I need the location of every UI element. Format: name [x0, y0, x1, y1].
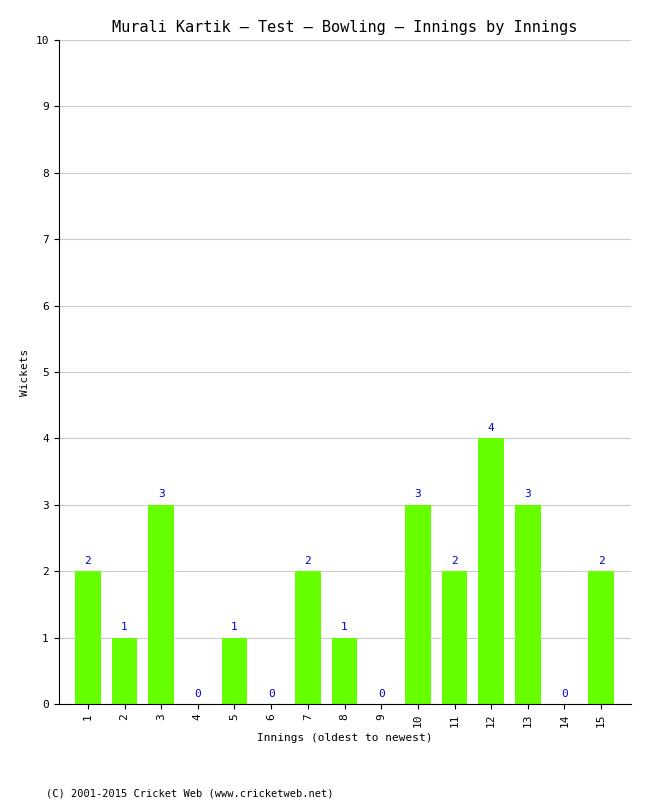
- Title: Murali Kartik – Test – Bowling – Innings by Innings: Murali Kartik – Test – Bowling – Innings…: [112, 20, 577, 34]
- Text: 0: 0: [194, 689, 202, 698]
- X-axis label: Innings (oldest to newest): Innings (oldest to newest): [257, 733, 432, 742]
- Bar: [75, 571, 101, 704]
- Text: 0: 0: [561, 689, 568, 698]
- Text: 3: 3: [158, 490, 164, 499]
- Bar: [112, 638, 137, 704]
- Text: 0: 0: [378, 689, 385, 698]
- Bar: [478, 438, 504, 704]
- Bar: [405, 505, 431, 704]
- Bar: [295, 571, 320, 704]
- Text: 1: 1: [231, 622, 238, 632]
- Text: 2: 2: [304, 556, 311, 566]
- Bar: [588, 571, 614, 704]
- Bar: [332, 638, 358, 704]
- Text: 3: 3: [415, 490, 421, 499]
- Bar: [441, 571, 467, 704]
- Bar: [148, 505, 174, 704]
- Y-axis label: Wickets: Wickets: [20, 348, 30, 396]
- Text: 2: 2: [84, 556, 91, 566]
- Text: 2: 2: [598, 556, 604, 566]
- Text: 3: 3: [525, 490, 531, 499]
- Text: 4: 4: [488, 423, 495, 433]
- Text: 1: 1: [341, 622, 348, 632]
- Text: 0: 0: [268, 689, 274, 698]
- Text: 2: 2: [451, 556, 458, 566]
- Bar: [515, 505, 541, 704]
- Text: (C) 2001-2015 Cricket Web (www.cricketweb.net): (C) 2001-2015 Cricket Web (www.cricketwe…: [46, 788, 333, 798]
- Bar: [222, 638, 248, 704]
- Text: 1: 1: [121, 622, 128, 632]
